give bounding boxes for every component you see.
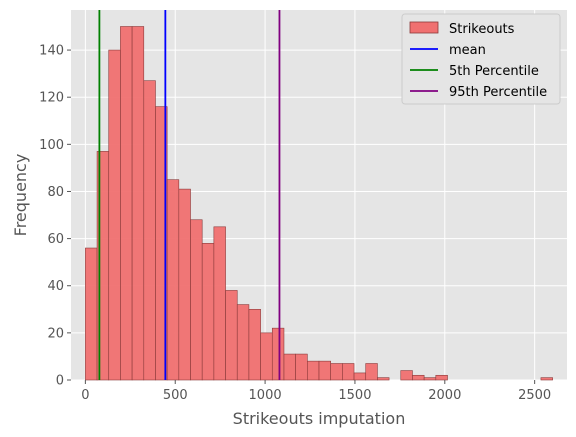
x-tick-label: 500: [163, 388, 188, 403]
histogram-bar: [283, 353, 296, 381]
y-tick-label: 0: [56, 374, 64, 389]
histogram-bar: [435, 374, 448, 381]
legend-label-5th-percentile: 5th Percentile: [449, 64, 539, 79]
legend: Strikeouts mean 5th Percentile 95th Perc…: [401, 13, 561, 105]
histogram-bar: [377, 377, 390, 381]
histogram-bar: [236, 304, 250, 381]
histogram-bar: [330, 363, 343, 381]
histogram-bar: [318, 360, 331, 381]
histogram-bar: [295, 353, 308, 381]
y-tick-label: 140: [39, 44, 64, 59]
histogram-bar: [342, 363, 355, 381]
legend-swatch-strikeouts: [409, 21, 439, 34]
y-tick-label: 100: [39, 138, 64, 153]
axis-ticks: 0 500 1000 1500 2000 2500 0 20 40 60 80 100 120 140: [39, 44, 551, 403]
y-tick-label: 40: [47, 279, 64, 294]
histogram-bar: [131, 26, 145, 381]
histogram-bar: [201, 243, 215, 381]
histogram-bar: [365, 363, 378, 381]
histogram-bar: [307, 360, 320, 381]
histogram-bar: [225, 290, 238, 381]
y-tick-label: 20: [47, 326, 64, 341]
x-tick-label: 0: [81, 388, 89, 403]
x-tick-label: 2000: [428, 388, 461, 403]
legend-label-mean: mean: [449, 43, 486, 58]
histogram-bar: [108, 49, 121, 381]
histogram-bar: [248, 308, 261, 381]
histogram-bars: [85, 26, 553, 381]
histogram-bar: [260, 332, 273, 381]
histogram-bar: [85, 247, 98, 381]
legend-label-95th-percentile: 95th Percentile: [449, 85, 547, 100]
histogram-bar: [412, 374, 425, 381]
reference-lines: [98, 10, 281, 380]
histogram-bar: [120, 26, 133, 381]
x-axis-title: Strikeouts imputation: [233, 409, 406, 428]
histogram-bar: [190, 219, 203, 381]
legend-label-strikeouts: Strikeouts: [449, 22, 515, 37]
y-axis-title: Frequency: [11, 154, 30, 237]
y-tick-label: 80: [47, 185, 64, 200]
histogram-bar: [213, 226, 226, 381]
histogram-bar: [166, 179, 180, 381]
histogram-bar: [271, 327, 285, 381]
y-tick-label: 120: [39, 91, 64, 106]
x-tick-label: 1000: [249, 388, 282, 403]
x-tick-label: 1500: [338, 388, 371, 403]
histogram-bar: [353, 372, 367, 381]
legend-box: [401, 13, 561, 105]
x-tick-label: 2500: [518, 388, 551, 403]
histogram-bar: [423, 377, 437, 381]
histogram-bar: [540, 377, 553, 381]
histogram-bar: [178, 188, 191, 381]
y-tick-label: 60: [47, 232, 64, 247]
histogram-bar: [143, 80, 156, 381]
histogram-bar: [400, 370, 413, 381]
